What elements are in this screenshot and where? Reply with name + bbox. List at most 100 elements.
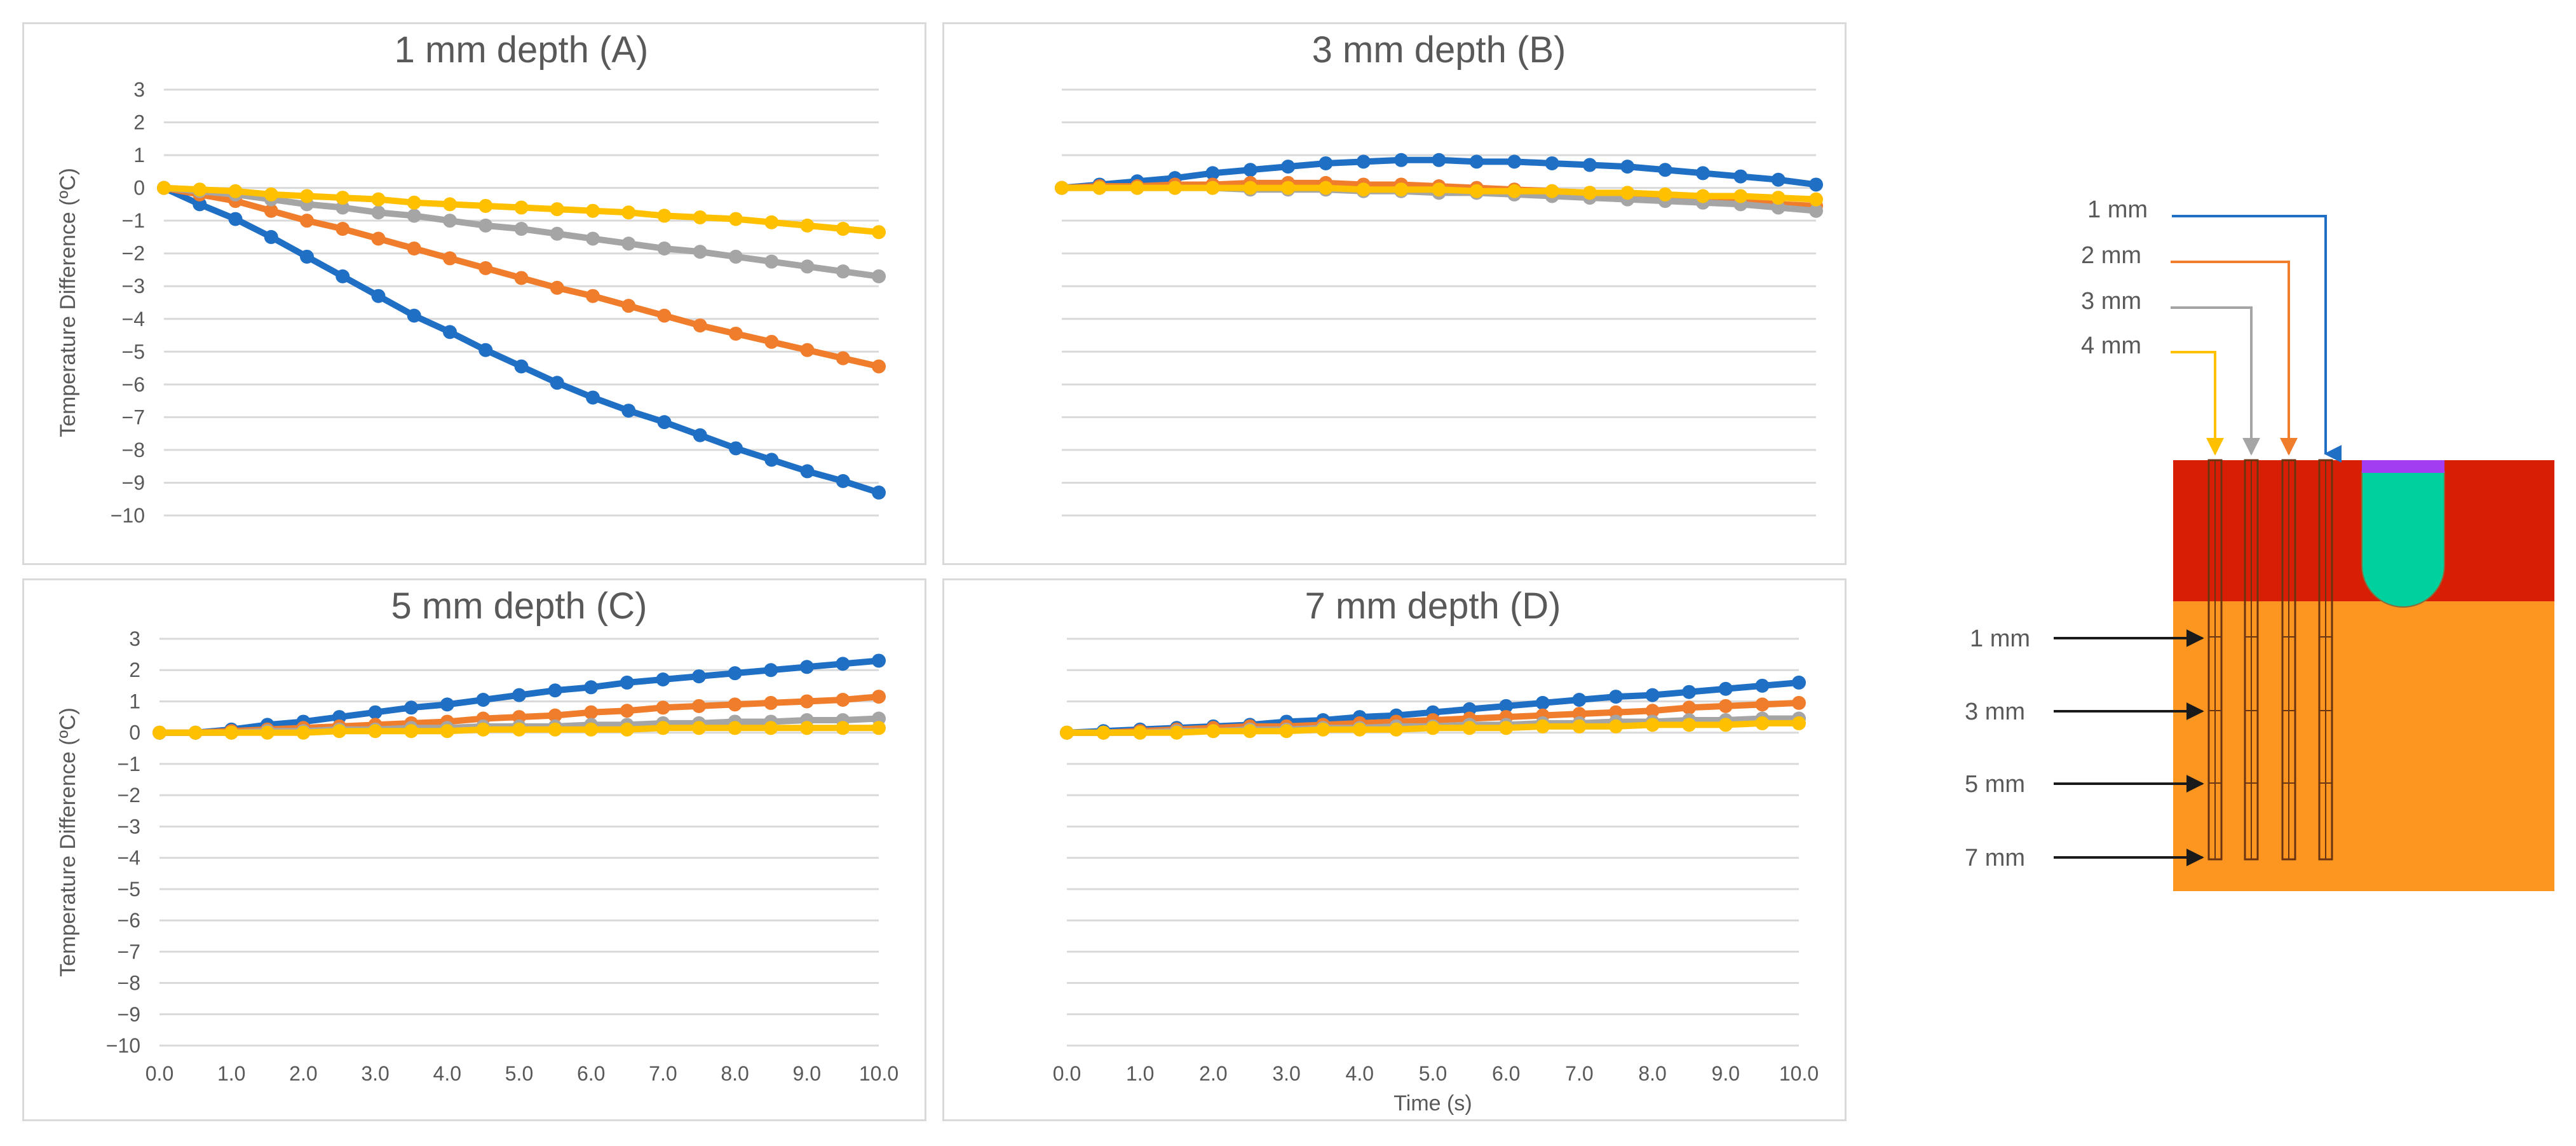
y-tick-label: −5 (118, 878, 140, 901)
data-point (586, 390, 600, 405)
data-point (692, 669, 706, 684)
data-point (1755, 678, 1770, 693)
y-tick-label: −10 (111, 504, 145, 527)
data-point (764, 721, 778, 735)
data-point (872, 485, 886, 500)
data-point (1572, 719, 1587, 733)
x-tick-label: 0.0 (146, 1062, 173, 1085)
data-point (1682, 718, 1697, 732)
data-point (264, 203, 278, 218)
data-point (1582, 186, 1597, 200)
data-point (332, 724, 346, 739)
data-point (764, 663, 778, 678)
probe-arrow-1mm (2172, 215, 2342, 463)
inclusion-cap (2362, 460, 2444, 473)
data-point (764, 254, 779, 269)
probe-depth-diagram: 1 mm 2 mm 3 mm 4 mm 1 mm 3 mm 5 mm 7 mm (1965, 196, 2554, 891)
data-point (1718, 699, 1733, 713)
data-point (1499, 699, 1514, 713)
data-point (657, 208, 672, 223)
x-axis-label: Time (s) (1393, 1091, 1472, 1115)
data-point (1469, 154, 1484, 169)
data-point (764, 695, 778, 710)
chart-panel-a: 1 mm depth (A) 3 2 1 0 −1 −2 −3 −4 −5 −6 −7 −8 −9 −10 T… (22, 22, 926, 565)
data-point (440, 697, 454, 712)
data-point (1792, 675, 1806, 690)
x-tick-label: 9.0 (1712, 1062, 1740, 1085)
x-tick-label: 10.0 (859, 1062, 898, 1085)
data-point (548, 683, 562, 698)
data-point (443, 325, 457, 339)
data-point (296, 725, 311, 740)
data-point (1658, 187, 1672, 201)
x-tick-label: 3.0 (1272, 1062, 1300, 1085)
y-tick-label: −4 (122, 308, 145, 331)
data-point (872, 269, 886, 283)
data-point (264, 229, 278, 244)
data-point (836, 693, 850, 707)
data-point (1319, 156, 1333, 170)
chart-d: 7 mm depth (D) 0.0 1.0 2.0 3.0 4.0 5.0 6.0 7.0 8.… (1053, 585, 1819, 1115)
data-point (729, 212, 743, 226)
data-point (836, 222, 850, 236)
data-point (336, 200, 350, 215)
chart-panel-b: 3 mm depth (B) (942, 22, 1847, 565)
data-point (478, 198, 493, 213)
data-point (728, 721, 742, 735)
data-point (1809, 203, 1823, 218)
y-tick-label: −5 (122, 340, 145, 363)
x-tick-label: 6.0 (1492, 1062, 1520, 1085)
data-point (800, 343, 815, 357)
y-tick-label: 2 (129, 658, 140, 681)
y-tick-label: −9 (122, 471, 145, 494)
data-point (1279, 724, 1294, 739)
data-point (872, 690, 886, 704)
probe-3mm (2244, 459, 2259, 861)
data-point (371, 192, 386, 207)
data-point (799, 660, 814, 674)
data-point (1771, 191, 1786, 205)
y-tick-label: −3 (122, 275, 145, 297)
data-point (1426, 721, 1440, 735)
data-point (1695, 189, 1710, 203)
data-point (621, 236, 636, 251)
data-point (1645, 718, 1660, 732)
data-point (800, 464, 815, 479)
data-point (1499, 721, 1514, 735)
data-point (476, 693, 491, 707)
data-point (478, 343, 493, 357)
data-point (1243, 181, 1257, 195)
data-point (799, 694, 814, 709)
data-point (1356, 182, 1371, 197)
data-point (157, 181, 171, 195)
data-point (657, 308, 672, 323)
data-point (1394, 182, 1409, 197)
x-tick-label: 1.0 (1126, 1062, 1154, 1085)
data-point (1394, 153, 1409, 167)
data-point (514, 359, 529, 374)
probe-label-2mm: 2 mm (2081, 242, 2141, 269)
y-tick-label: −7 (122, 406, 145, 428)
data-point (1792, 695, 1806, 710)
chart-b: 3 mm depth (B) (1055, 29, 1823, 517)
data-point (1682, 700, 1697, 715)
data-point (1389, 722, 1404, 737)
probe-label-1mm: 1 mm (2087, 196, 2148, 223)
probe-2mm (2281, 459, 2296, 861)
data-point (371, 231, 386, 246)
data-point (1206, 724, 1221, 739)
data-point (550, 280, 564, 295)
data-point (836, 264, 850, 279)
data-point (1792, 716, 1806, 730)
data-point (836, 657, 850, 671)
depth-label-7mm: 7 mm (1965, 845, 2025, 871)
y-tick-label: 1 (133, 144, 145, 167)
data-point (1096, 725, 1111, 740)
data-point (224, 725, 239, 740)
inclusion (2361, 471, 2445, 608)
data-point (800, 259, 815, 274)
x-tick-label: 5.0 (505, 1062, 533, 1085)
data-point (1609, 690, 1623, 704)
probe-4mm (2207, 459, 2223, 861)
data-point (193, 197, 207, 212)
